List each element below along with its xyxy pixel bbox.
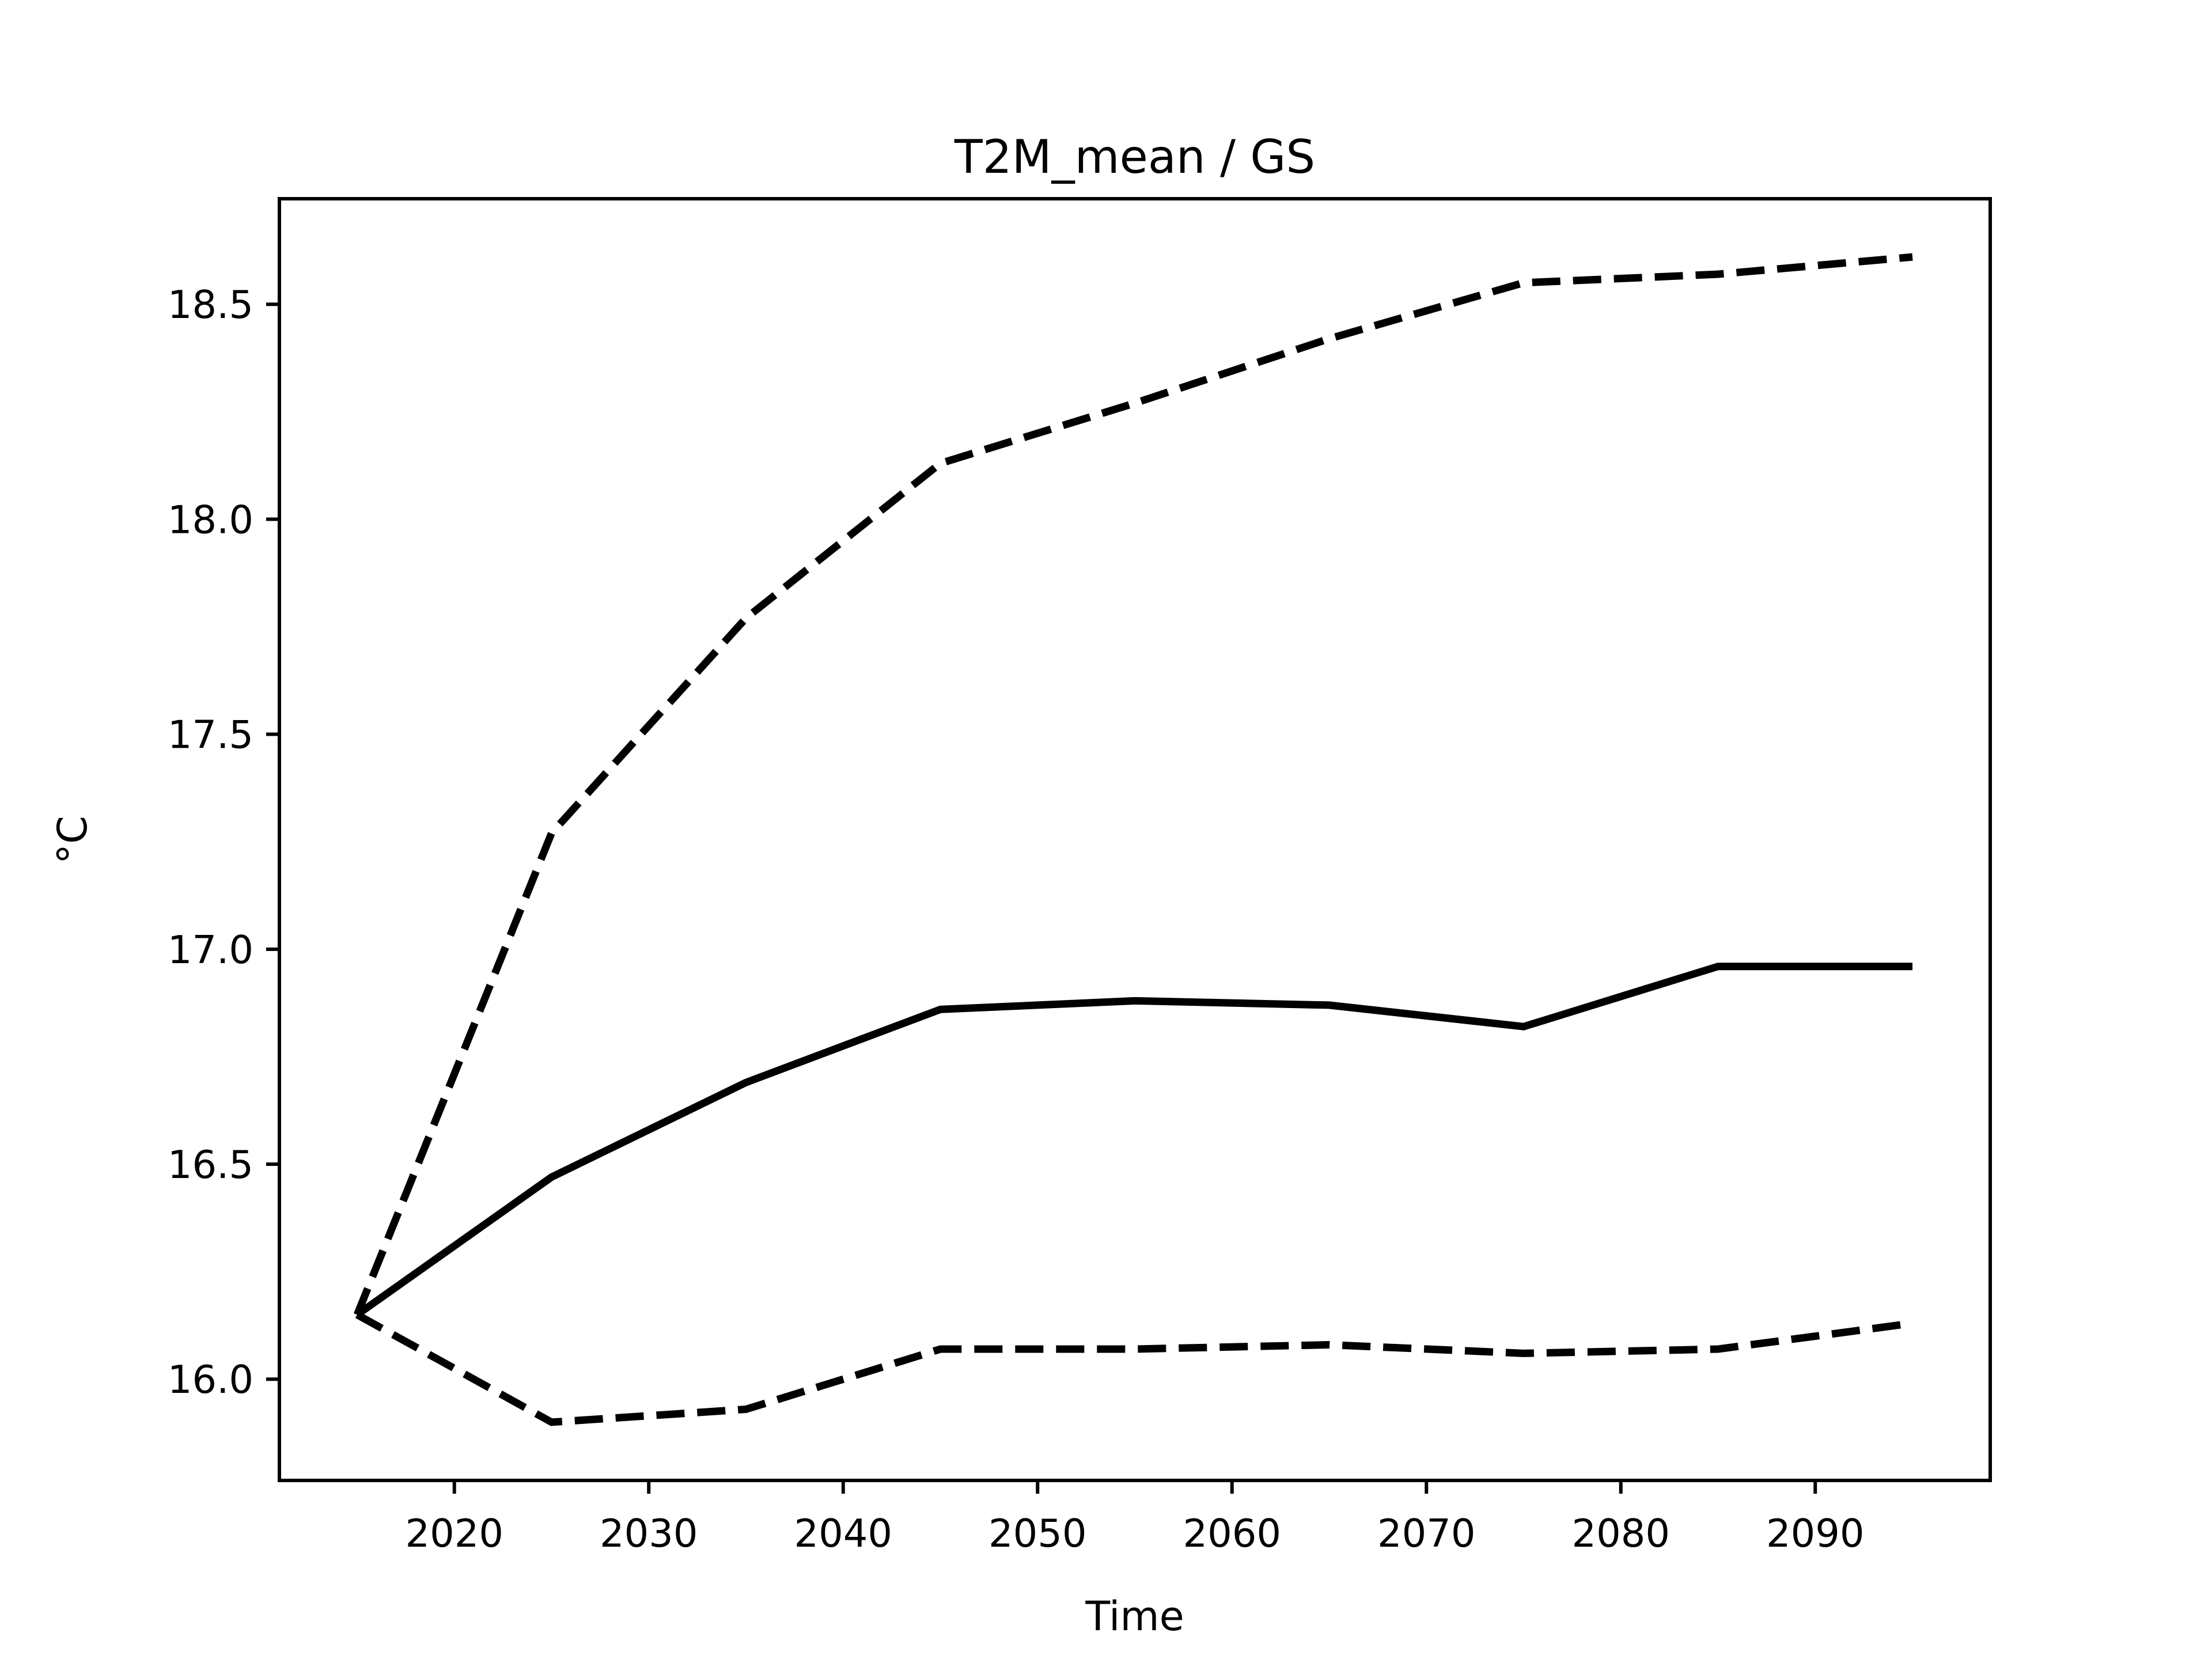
x-tick-label: 2040 [794, 1511, 892, 1556]
series-group [353, 253, 1913, 1426]
chart-title: T2M_mean / GS [954, 130, 1315, 184]
x-axis-label: Time [1085, 1593, 1184, 1640]
series-line-upper-bound [353, 253, 1913, 1316]
x-tick-label: 2020 [405, 1511, 503, 1556]
x-tick-label: 2030 [600, 1511, 698, 1556]
series-line-lower-bound [355, 1311, 1913, 1426]
y-tick-label: 16.0 [168, 1357, 253, 1402]
axes-frame [278, 197, 1992, 1482]
y-tick-label: 18.0 [168, 497, 253, 542]
y-tick-label: 17.0 [168, 927, 253, 972]
y-tick-label: 18.5 [168, 282, 253, 327]
y-tick-label: 16.5 [168, 1142, 253, 1187]
series-line-mean [355, 963, 1912, 1318]
x-tick-label: 2060 [1183, 1511, 1281, 1556]
x-tick-label: 2080 [1571, 1511, 1670, 1556]
x-axis-ticks: 2020 2030 2040 2050 2060 2070 2080 2090 [405, 1480, 1865, 1556]
x-tick-label: 2070 [1377, 1511, 1476, 1556]
y-axis-ticks: 16.0 16.5 17.0 17.5 18.0 18.5 [168, 282, 279, 1402]
x-tick-label: 2090 [1766, 1511, 1865, 1556]
y-tick-label: 17.5 [168, 713, 253, 757]
x-tick-label: 2050 [988, 1511, 1087, 1556]
y-axis-label: °C [49, 816, 96, 864]
